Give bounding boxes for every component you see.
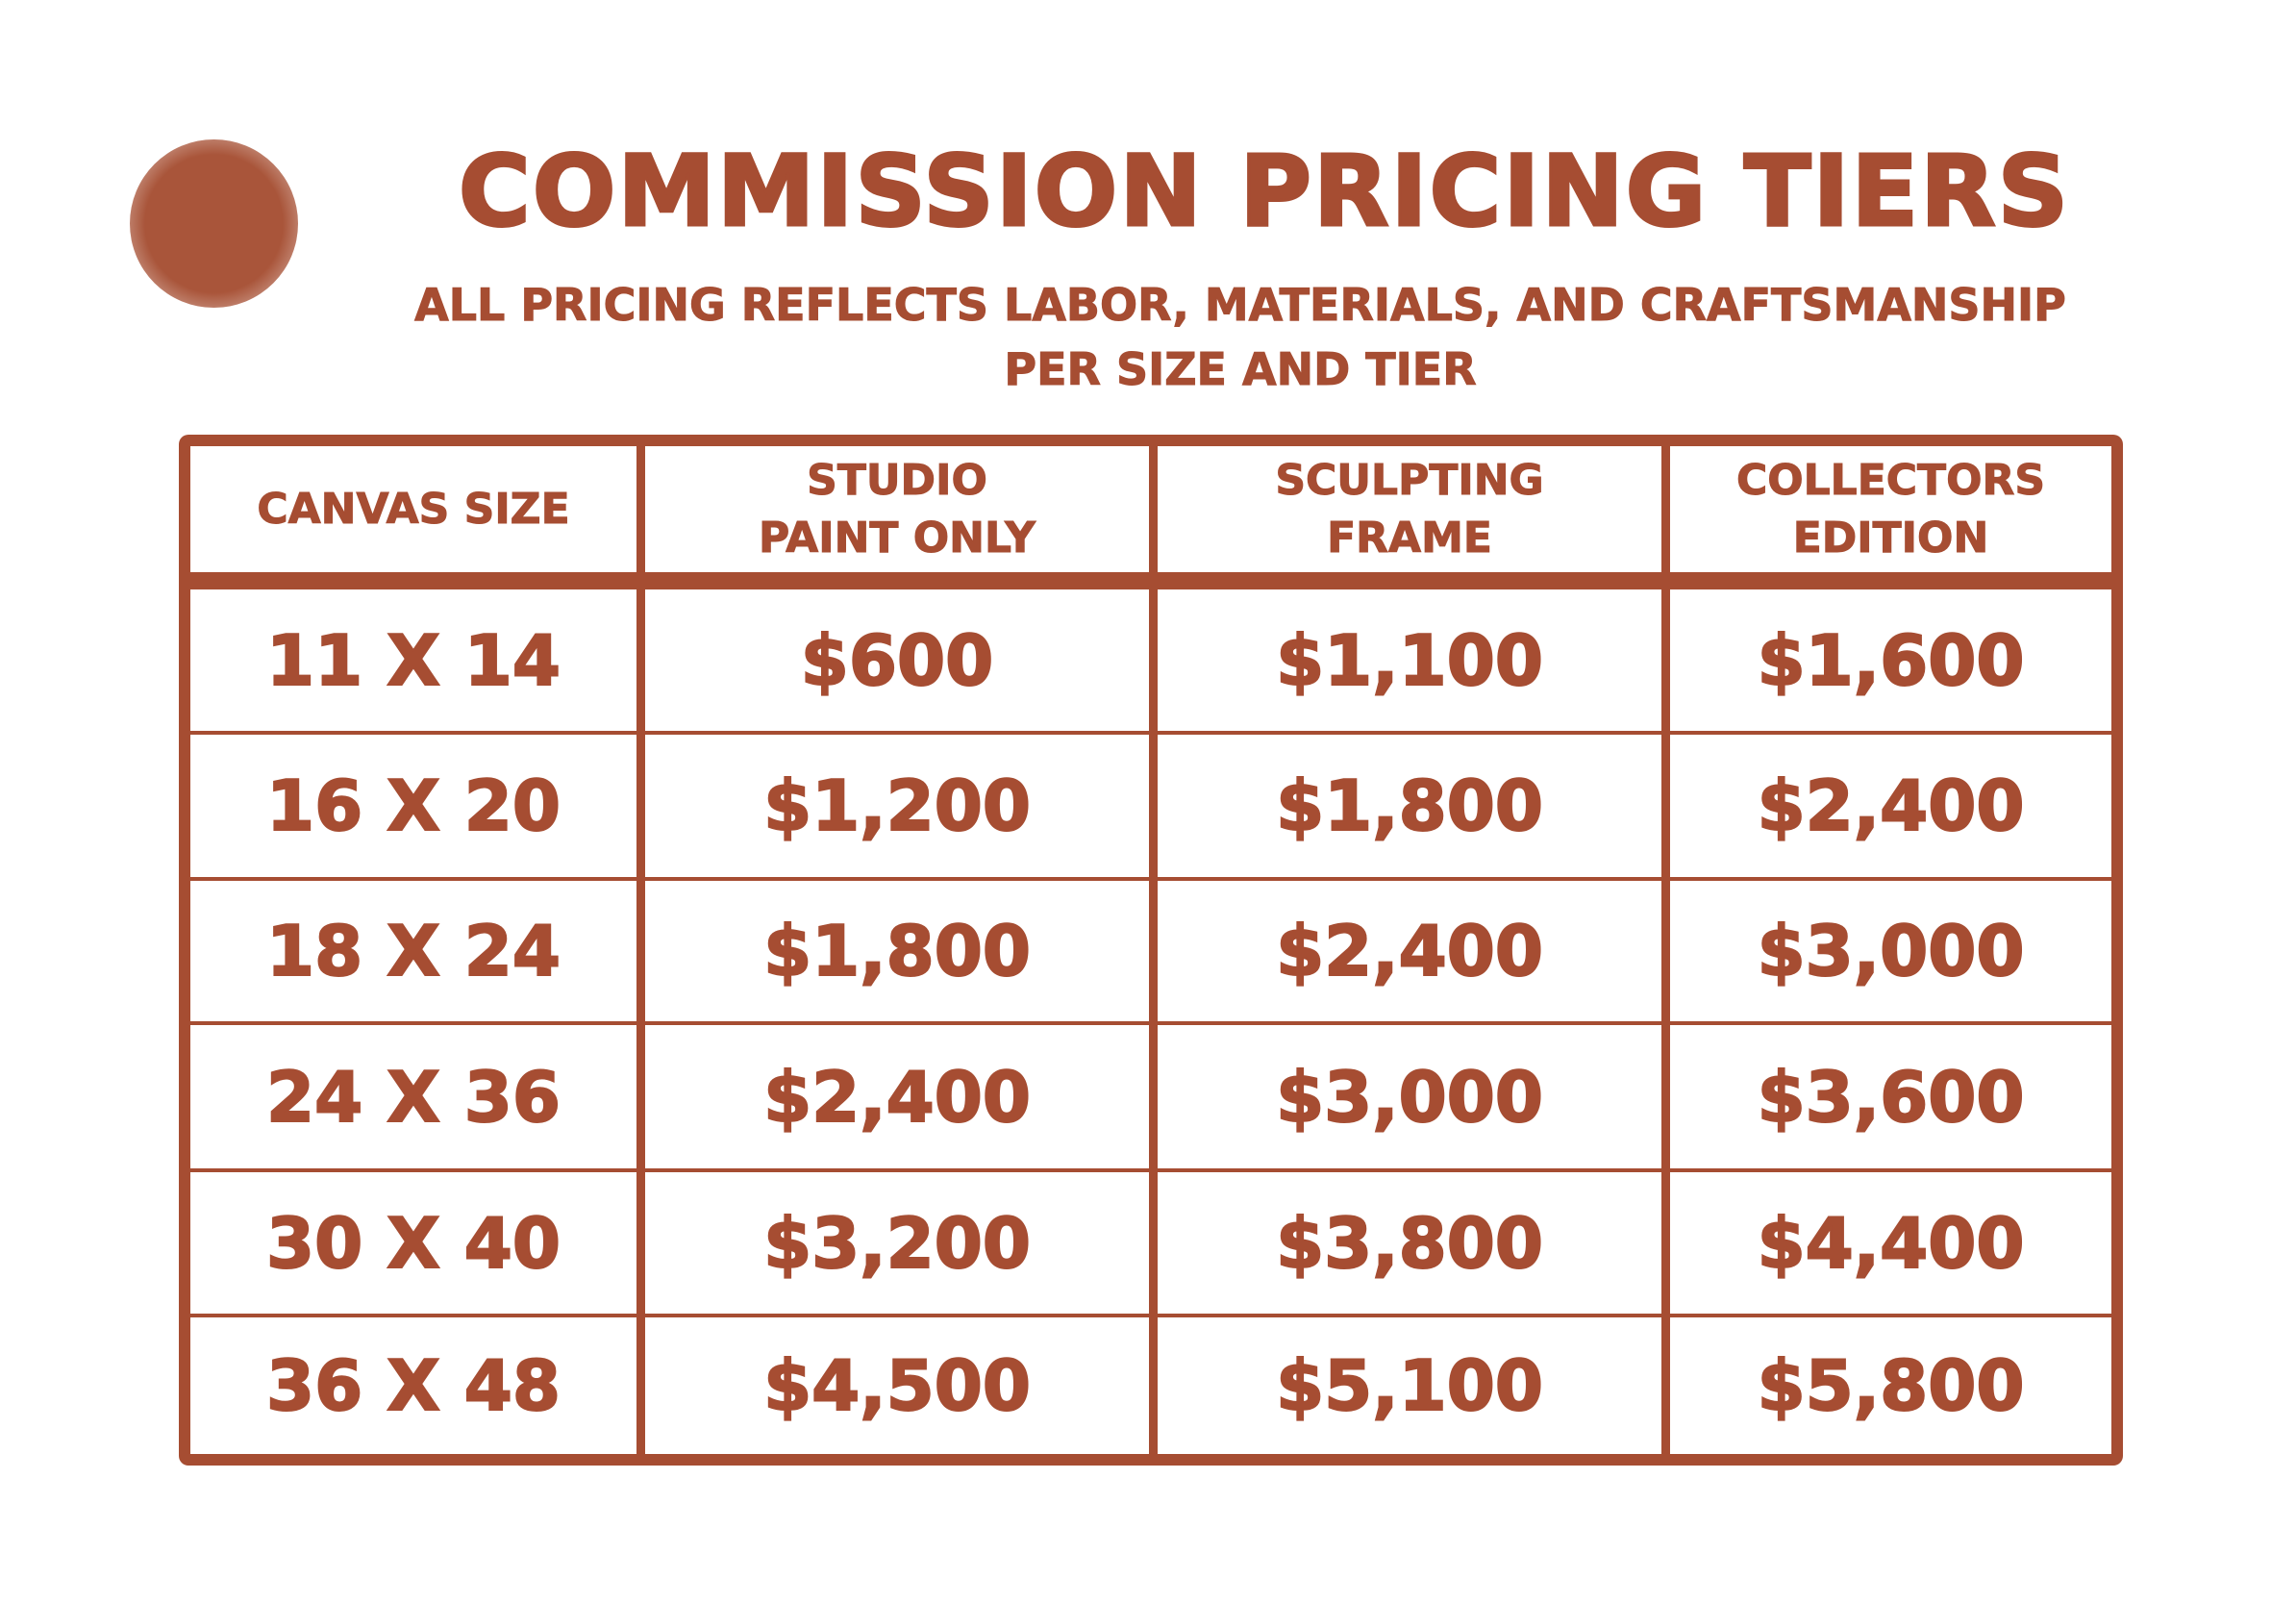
cell-price: $3,600: [1757, 1056, 2026, 1139]
column-divider: [636, 435, 645, 1466]
column-divider: [1661, 435, 1670, 1466]
cell-price: $1,800: [762, 910, 1032, 992]
row-divider: [179, 1168, 2123, 1172]
header-collectors-edition: COLLECTORS EDITION: [1735, 455, 2046, 563]
cell-price: $3,200: [762, 1202, 1032, 1285]
cell-canvas-size: 24 X 36: [265, 1056, 562, 1139]
row-divider: [179, 731, 2123, 735]
page-title: COMMISSION PRICING TIERS: [457, 134, 2071, 251]
subtitle-line-2: PER SIZE AND TIER: [1004, 343, 1477, 396]
cell-canvas-size: 18 X 24: [265, 910, 562, 992]
cell-price: $5,100: [1275, 1344, 1544, 1427]
cell-canvas-size: 11 X 14: [265, 619, 562, 702]
cell-price: $1,800: [1275, 764, 1544, 847]
cell-price: $600: [800, 619, 994, 702]
row-divider: [179, 877, 2123, 881]
cell-canvas-size: 16 X 20: [265, 764, 562, 847]
cell-price: $3,000: [1275, 1056, 1544, 1139]
cell-price: $2,400: [1757, 764, 2026, 847]
cell-price: $4,400: [1757, 1202, 2026, 1285]
cell-price: $5,800: [1757, 1344, 2026, 1427]
column-divider: [1149, 435, 1158, 1466]
cell-price: $3,000: [1757, 910, 2026, 992]
cell-price: $1,100: [1275, 619, 1544, 702]
cell-canvas-size: 36 X 48: [265, 1344, 562, 1427]
subtitle-line-1: ALL PRICING REFLECTS LABOR, MATERIALS, A…: [414, 279, 2067, 332]
header-divider: [179, 572, 2123, 589]
cell-price: $3,800: [1275, 1202, 1544, 1285]
cell-price: $2,400: [762, 1056, 1032, 1139]
row-divider: [179, 1021, 2123, 1025]
header-canvas-size: CANVAS SIZE: [257, 484, 570, 534]
cell-price: $2,400: [1275, 910, 1544, 992]
header-sculpting-frame: SCULPTING FRAME: [1275, 455, 1544, 563]
cell-price: $4,500: [762, 1344, 1032, 1427]
row-divider: [179, 1314, 2123, 1317]
decorative-circle: [130, 139, 298, 308]
header-studio-paint-only: STUDIO PAINT ONLY: [758, 455, 1036, 563]
cell-canvas-size: 30 X 40: [265, 1202, 562, 1285]
cell-price: $1,200: [762, 764, 1032, 847]
cell-price: $1,600: [1757, 619, 2026, 702]
